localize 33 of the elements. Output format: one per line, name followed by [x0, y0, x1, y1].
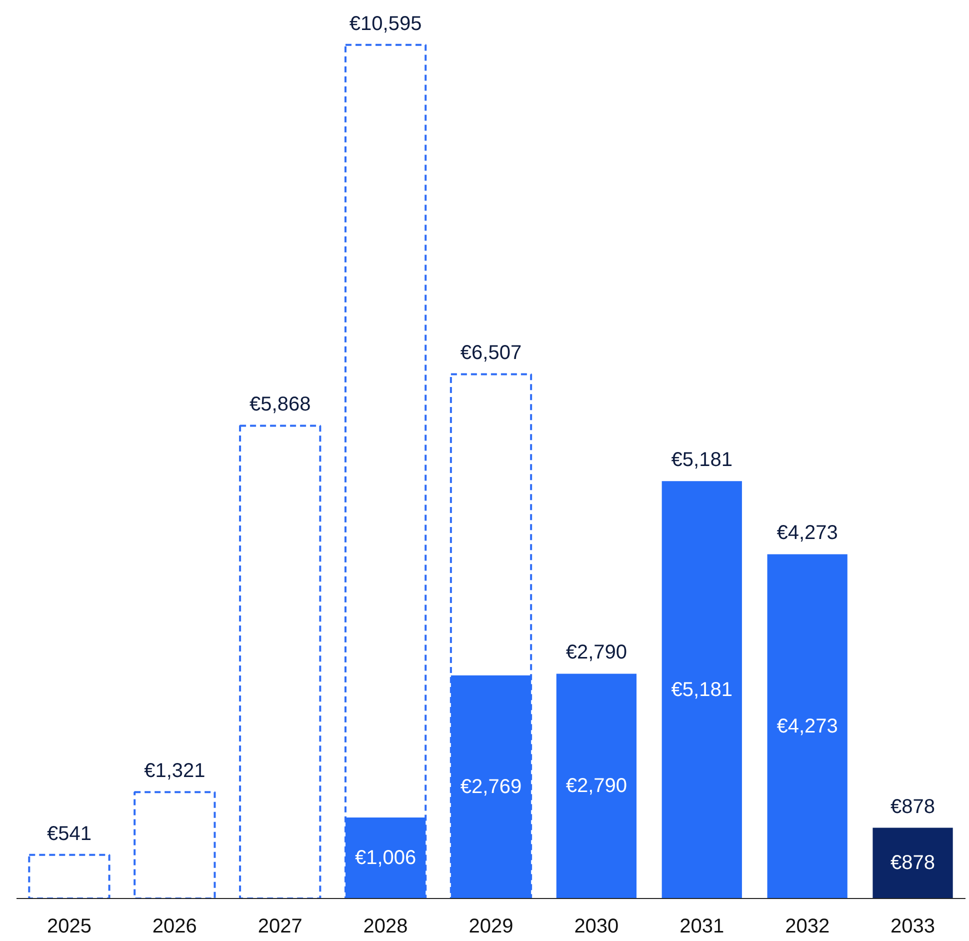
x-tick-label: 2029: [468, 916, 514, 938]
data-label: €5,868: [250, 394, 311, 416]
bar: [450, 373, 532, 898]
bar: [134, 791, 216, 898]
x-tick-label: 2031: [680, 916, 724, 938]
annotation: €878: [890, 796, 936, 818]
x-tick-label: 2032: [785, 916, 830, 938]
bar: [239, 424, 322, 898]
x-tick-label: 2025: [46, 916, 92, 938]
data-label: €6,507: [460, 342, 522, 364]
data-label: €1,321: [144, 760, 206, 782]
data-label: €5,181: [671, 678, 732, 701]
bar: [767, 554, 848, 898]
x-tick-label: 2028: [363, 916, 408, 938]
annotation: €2,790: [566, 642, 628, 664]
bar: [662, 481, 742, 898]
x-tick-label: 2033: [890, 916, 936, 938]
bar: [28, 854, 110, 898]
bar: [556, 674, 637, 898]
data-label: €4,273: [776, 715, 838, 738]
annotation: €5,181: [671, 449, 732, 472]
bar: [344, 44, 427, 898]
data-label: €1,006: [354, 846, 416, 869]
data-label: €878: [890, 852, 936, 874]
data-label: €2,769: [460, 776, 522, 798]
x-tick-label: 2026: [152, 916, 197, 938]
data-label: €10,595: [349, 12, 422, 35]
annotation: €4,273: [776, 522, 838, 544]
data-label: €541: [46, 822, 92, 845]
bar: [872, 828, 953, 898]
x-tick-label: 2027: [258, 916, 302, 938]
data-label: €2,790: [566, 775, 628, 798]
x-tick-label: 2030: [574, 916, 619, 938]
